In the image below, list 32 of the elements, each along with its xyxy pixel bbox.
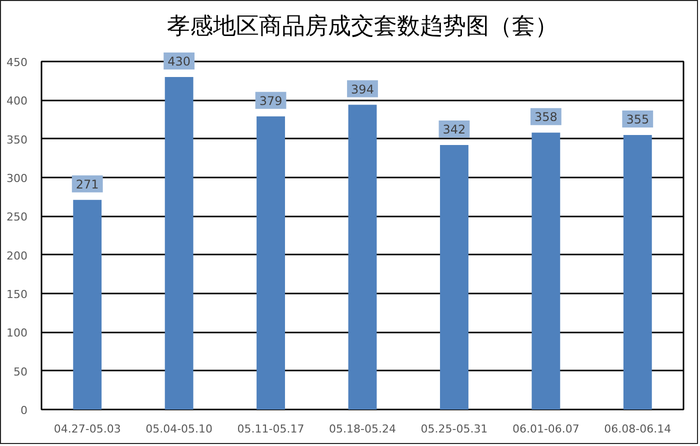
y-tick-label: 0 <box>20 404 28 417</box>
bar <box>348 104 377 410</box>
data-label: 271 <box>76 177 99 192</box>
bar <box>532 132 560 410</box>
data-label: 394 <box>351 82 374 96</box>
bar <box>73 200 102 410</box>
x-tick-label: 06.01-06.07 <box>512 422 580 436</box>
x-tick-label: 05.04-05.10 <box>146 422 213 436</box>
chart-title: 孝感地区商品房成交套数趋势图（套） <box>167 14 558 40</box>
x-tick-label: 04.27-05.03 <box>54 422 121 436</box>
y-tick-label: 50 <box>14 365 28 378</box>
bar <box>256 116 285 410</box>
y-tick-label: 150 <box>6 288 28 301</box>
y-tick-label: 100 <box>6 326 28 340</box>
bar <box>440 145 468 410</box>
y-tick-label: 350 <box>6 133 28 146</box>
bar <box>164 76 194 410</box>
data-label: 379 <box>259 94 282 108</box>
data-label: 358 <box>534 110 558 124</box>
x-tick-label: 05.18-05.24 <box>329 422 396 436</box>
bar <box>623 134 652 410</box>
y-tick-label: 400 <box>6 94 28 108</box>
x-tick-label: 05.25-05.31 <box>420 422 488 436</box>
x-tick-label: 05.11-05.17 <box>237 422 304 436</box>
x-tick-label: 06.08-06.14 <box>604 422 672 436</box>
y-tick-label: 450 <box>6 56 28 69</box>
y-tick-label: 300 <box>6 172 28 185</box>
data-label: 430 <box>168 54 191 68</box>
data-label: 342 <box>442 122 466 137</box>
y-tick-label: 200 <box>6 249 28 262</box>
y-tick-label: 250 <box>6 210 28 224</box>
data-label: 355 <box>626 112 650 126</box>
